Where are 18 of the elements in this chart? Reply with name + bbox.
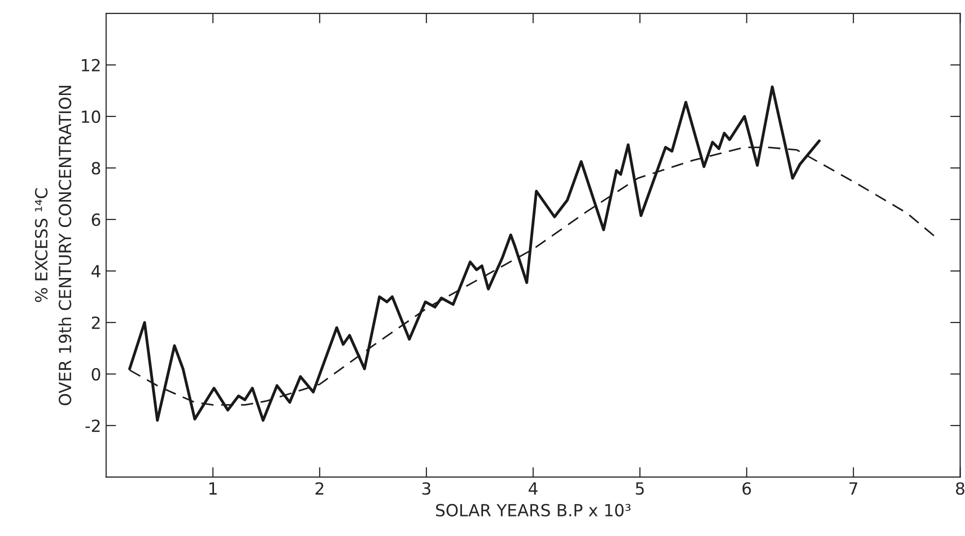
x-tick-label: 2	[316, 482, 324, 495]
y-tick-label: 12	[82, 58, 100, 72]
x-tick-label: 1	[209, 482, 217, 495]
x-tick-label: 6	[742, 482, 751, 495]
x-tick-label: 3	[422, 482, 430, 495]
y-tick-label: 4	[92, 265, 100, 278]
y-tick-label: 6	[92, 213, 100, 226]
x-tick-label: 7	[849, 482, 858, 495]
x-tick-label: 8	[956, 482, 964, 495]
y-tick-label: 10	[82, 110, 100, 123]
y-tick-label: 0	[92, 368, 100, 381]
y-tick-label: 2	[92, 316, 100, 329]
y-tick-label: -2	[85, 419, 100, 432]
y-tick-label: 8	[92, 162, 100, 175]
x-tick-label: 4	[528, 482, 538, 495]
x-axis-title: SOLAR YEARS B.P x 10³	[436, 504, 630, 516]
y-axis-title: % EXCESS ¹⁴C OVER 19th CENTURY CONCENTRATION	[34, 86, 72, 406]
x-tick-label: 5	[636, 482, 644, 495]
